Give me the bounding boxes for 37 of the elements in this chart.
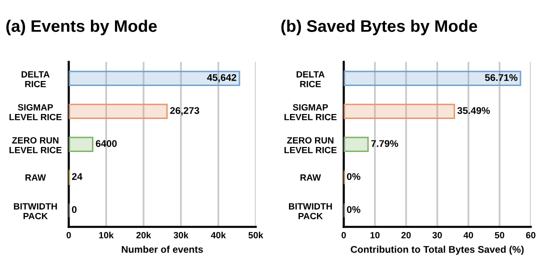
y-tick-label: DELTA RICE xyxy=(296,71,325,88)
x-tick-label: 30k xyxy=(174,232,188,238)
x-tick-label: 50k xyxy=(248,232,264,238)
data-label: 45,642 xyxy=(207,74,236,82)
y-tick-label: SIGMAP LEVEL RICE xyxy=(10,104,62,120)
x-tick-label: 40k xyxy=(210,232,226,238)
data-label: 6400 xyxy=(96,140,117,147)
x-tick-label: 50 xyxy=(494,232,504,238)
data-label: 26,273 xyxy=(170,107,200,116)
y-tick-label: DELTA RICE xyxy=(22,71,50,88)
y-tick-label: RAW xyxy=(300,174,321,181)
y-tick-label: ZERO RUN LEVEL RICE xyxy=(284,137,337,154)
y-tick-label: ZERO RUN LEVEL RICE xyxy=(10,137,62,154)
x-tick-label: 40 xyxy=(464,232,474,238)
data-label: 7.79% xyxy=(371,140,398,147)
chart-title: (b) Saved Bytes by Mode xyxy=(281,20,478,36)
data-label: 35.49% xyxy=(457,107,490,114)
x-tick-label: 30 xyxy=(432,232,442,238)
x-tick-label: 60 xyxy=(526,232,536,238)
x-tick-label: 0 xyxy=(66,232,71,238)
chart-title: (a) Events by Mode xyxy=(6,20,157,36)
data-label: 0% xyxy=(346,173,360,180)
data-label: 24 xyxy=(72,173,82,180)
data-label: 0 xyxy=(72,206,77,213)
data-label: 56.71% xyxy=(485,74,518,81)
y-tick-label: SIGMAP LEVEL RICE xyxy=(284,104,337,120)
data-label: 0% xyxy=(346,206,360,213)
x-tick-label: 20k xyxy=(136,232,152,238)
x-axis-title: Number of events xyxy=(122,246,203,253)
y-tick-label: BITWIDTH PACK xyxy=(14,203,57,220)
x-tick-label: 10 xyxy=(370,232,380,238)
x-tick-label: 0 xyxy=(342,232,346,238)
y-tick-label: BITWIDTH PACK xyxy=(288,203,332,220)
x-tick-label: 10k xyxy=(99,232,114,238)
x-axis-title: Contribution to Total Bytes Saved (%) xyxy=(350,246,524,255)
x-tick-label: 20 xyxy=(401,232,411,238)
y-tick-label: RAW xyxy=(25,174,46,181)
